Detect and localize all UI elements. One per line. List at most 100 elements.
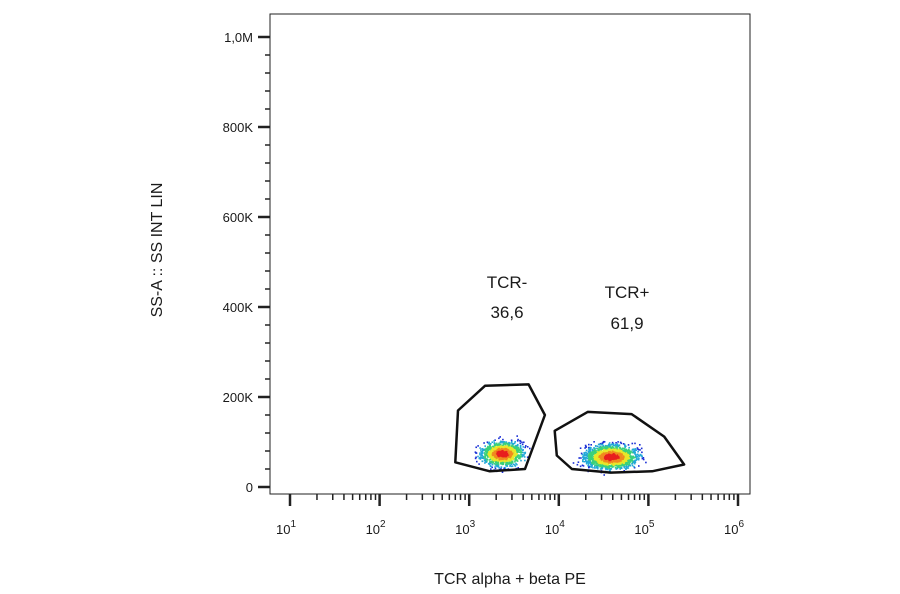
- event-dot: [595, 456, 597, 458]
- event-dot: [514, 465, 517, 467]
- event-dot: [611, 463, 613, 466]
- event-dot: [499, 445, 501, 448]
- event-dot: [625, 460, 627, 463]
- event-dot: [495, 455, 498, 458]
- event-dot: [594, 445, 597, 447]
- event-dot: [633, 466, 636, 469]
- event-dot: [490, 451, 493, 454]
- event-dot: [631, 451, 633, 454]
- event-dot: [620, 448, 623, 450]
- event-dot: [508, 460, 510, 462]
- gate-name-label: TCR+: [605, 283, 650, 302]
- event-dot: [511, 442, 513, 445]
- event-dot: [596, 454, 598, 456]
- event-dot: [494, 449, 497, 452]
- event-dot: [602, 463, 605, 465]
- event-dot: [494, 439, 496, 441]
- event-dot: [612, 457, 614, 460]
- event-dot: [517, 446, 520, 449]
- event-dot: [572, 462, 575, 464]
- event-dot: [496, 465, 499, 468]
- event-dot: [625, 467, 628, 469]
- event-dot: [492, 457, 494, 459]
- event-dot: [510, 450, 512, 453]
- event-dot: [635, 449, 637, 451]
- event-dot: [508, 463, 510, 465]
- event-dot: [504, 467, 507, 470]
- event-dot: [495, 460, 497, 463]
- event-dot: [618, 460, 621, 463]
- event-dot: [484, 454, 487, 456]
- event-dot: [507, 449, 510, 452]
- event-dot: [630, 460, 632, 462]
- event-dot: [633, 449, 636, 452]
- event-dot: [614, 458, 617, 460]
- event-dot: [613, 455, 615, 457]
- event-dot: [511, 462, 513, 464]
- event-dot: [519, 444, 522, 447]
- event-dot: [503, 443, 505, 445]
- event-dot: [628, 461, 631, 464]
- event-dot: [520, 459, 522, 462]
- event-dot: [600, 449, 602, 452]
- event-dot: [613, 460, 615, 463]
- event-dot: [617, 454, 619, 456]
- event-dot: [512, 443, 515, 445]
- event-dot: [637, 450, 639, 453]
- event-dot: [605, 467, 608, 470]
- event-dot: [501, 457, 504, 459]
- event-dot: [603, 454, 605, 456]
- event-dot: [584, 444, 587, 447]
- event-dot: [510, 453, 513, 455]
- event-dot: [619, 455, 621, 458]
- event-dot: [609, 452, 611, 455]
- event-dot: [612, 465, 615, 468]
- event-dot: [514, 461, 516, 463]
- event-dot: [598, 446, 600, 448]
- event-dot: [505, 442, 507, 445]
- event-dot: [641, 457, 644, 460]
- event-dot: [604, 464, 607, 467]
- event-dot: [604, 444, 607, 447]
- event-dot: [483, 448, 486, 451]
- event-dot: [620, 460, 623, 462]
- event-dot: [493, 450, 495, 452]
- event-dot: [495, 447, 497, 450]
- event-dot: [491, 446, 493, 449]
- event-dot: [617, 461, 620, 463]
- event-dot: [624, 451, 627, 453]
- event-dot: [512, 446, 514, 448]
- event-dot: [599, 445, 602, 448]
- event-dot: [607, 465, 610, 468]
- event-dot: [499, 456, 501, 459]
- event-dot: [500, 446, 503, 448]
- event-dot: [619, 441, 622, 444]
- event-dot: [589, 460, 592, 462]
- event-dot: [499, 461, 501, 463]
- event-dot: [631, 456, 634, 459]
- event-dot: [595, 459, 597, 462]
- event-dot: [481, 454, 483, 457]
- event-dot: [499, 458, 502, 460]
- event-dot: [597, 451, 600, 453]
- event-dot: [612, 464, 615, 467]
- event-dot: [514, 458, 517, 461]
- event-dot: [505, 459, 508, 462]
- event-dot: [607, 455, 609, 458]
- event-dot: [511, 457, 514, 460]
- event-dot: [605, 452, 608, 454]
- event-dot: [480, 454, 482, 456]
- event-dot: [589, 457, 592, 460]
- event-dot: [621, 451, 624, 453]
- event-dot: [633, 448, 635, 450]
- event-dot: [499, 436, 501, 438]
- event-dot: [587, 457, 589, 460]
- event-dot: [616, 443, 619, 445]
- event-dot: [627, 461, 630, 464]
- event-dot: [623, 470, 625, 472]
- event-dot: [501, 453, 504, 455]
- event-dot: [497, 456, 499, 459]
- event-dot: [489, 444, 491, 447]
- event-dot: [505, 458, 508, 461]
- event-dot: [610, 452, 612, 454]
